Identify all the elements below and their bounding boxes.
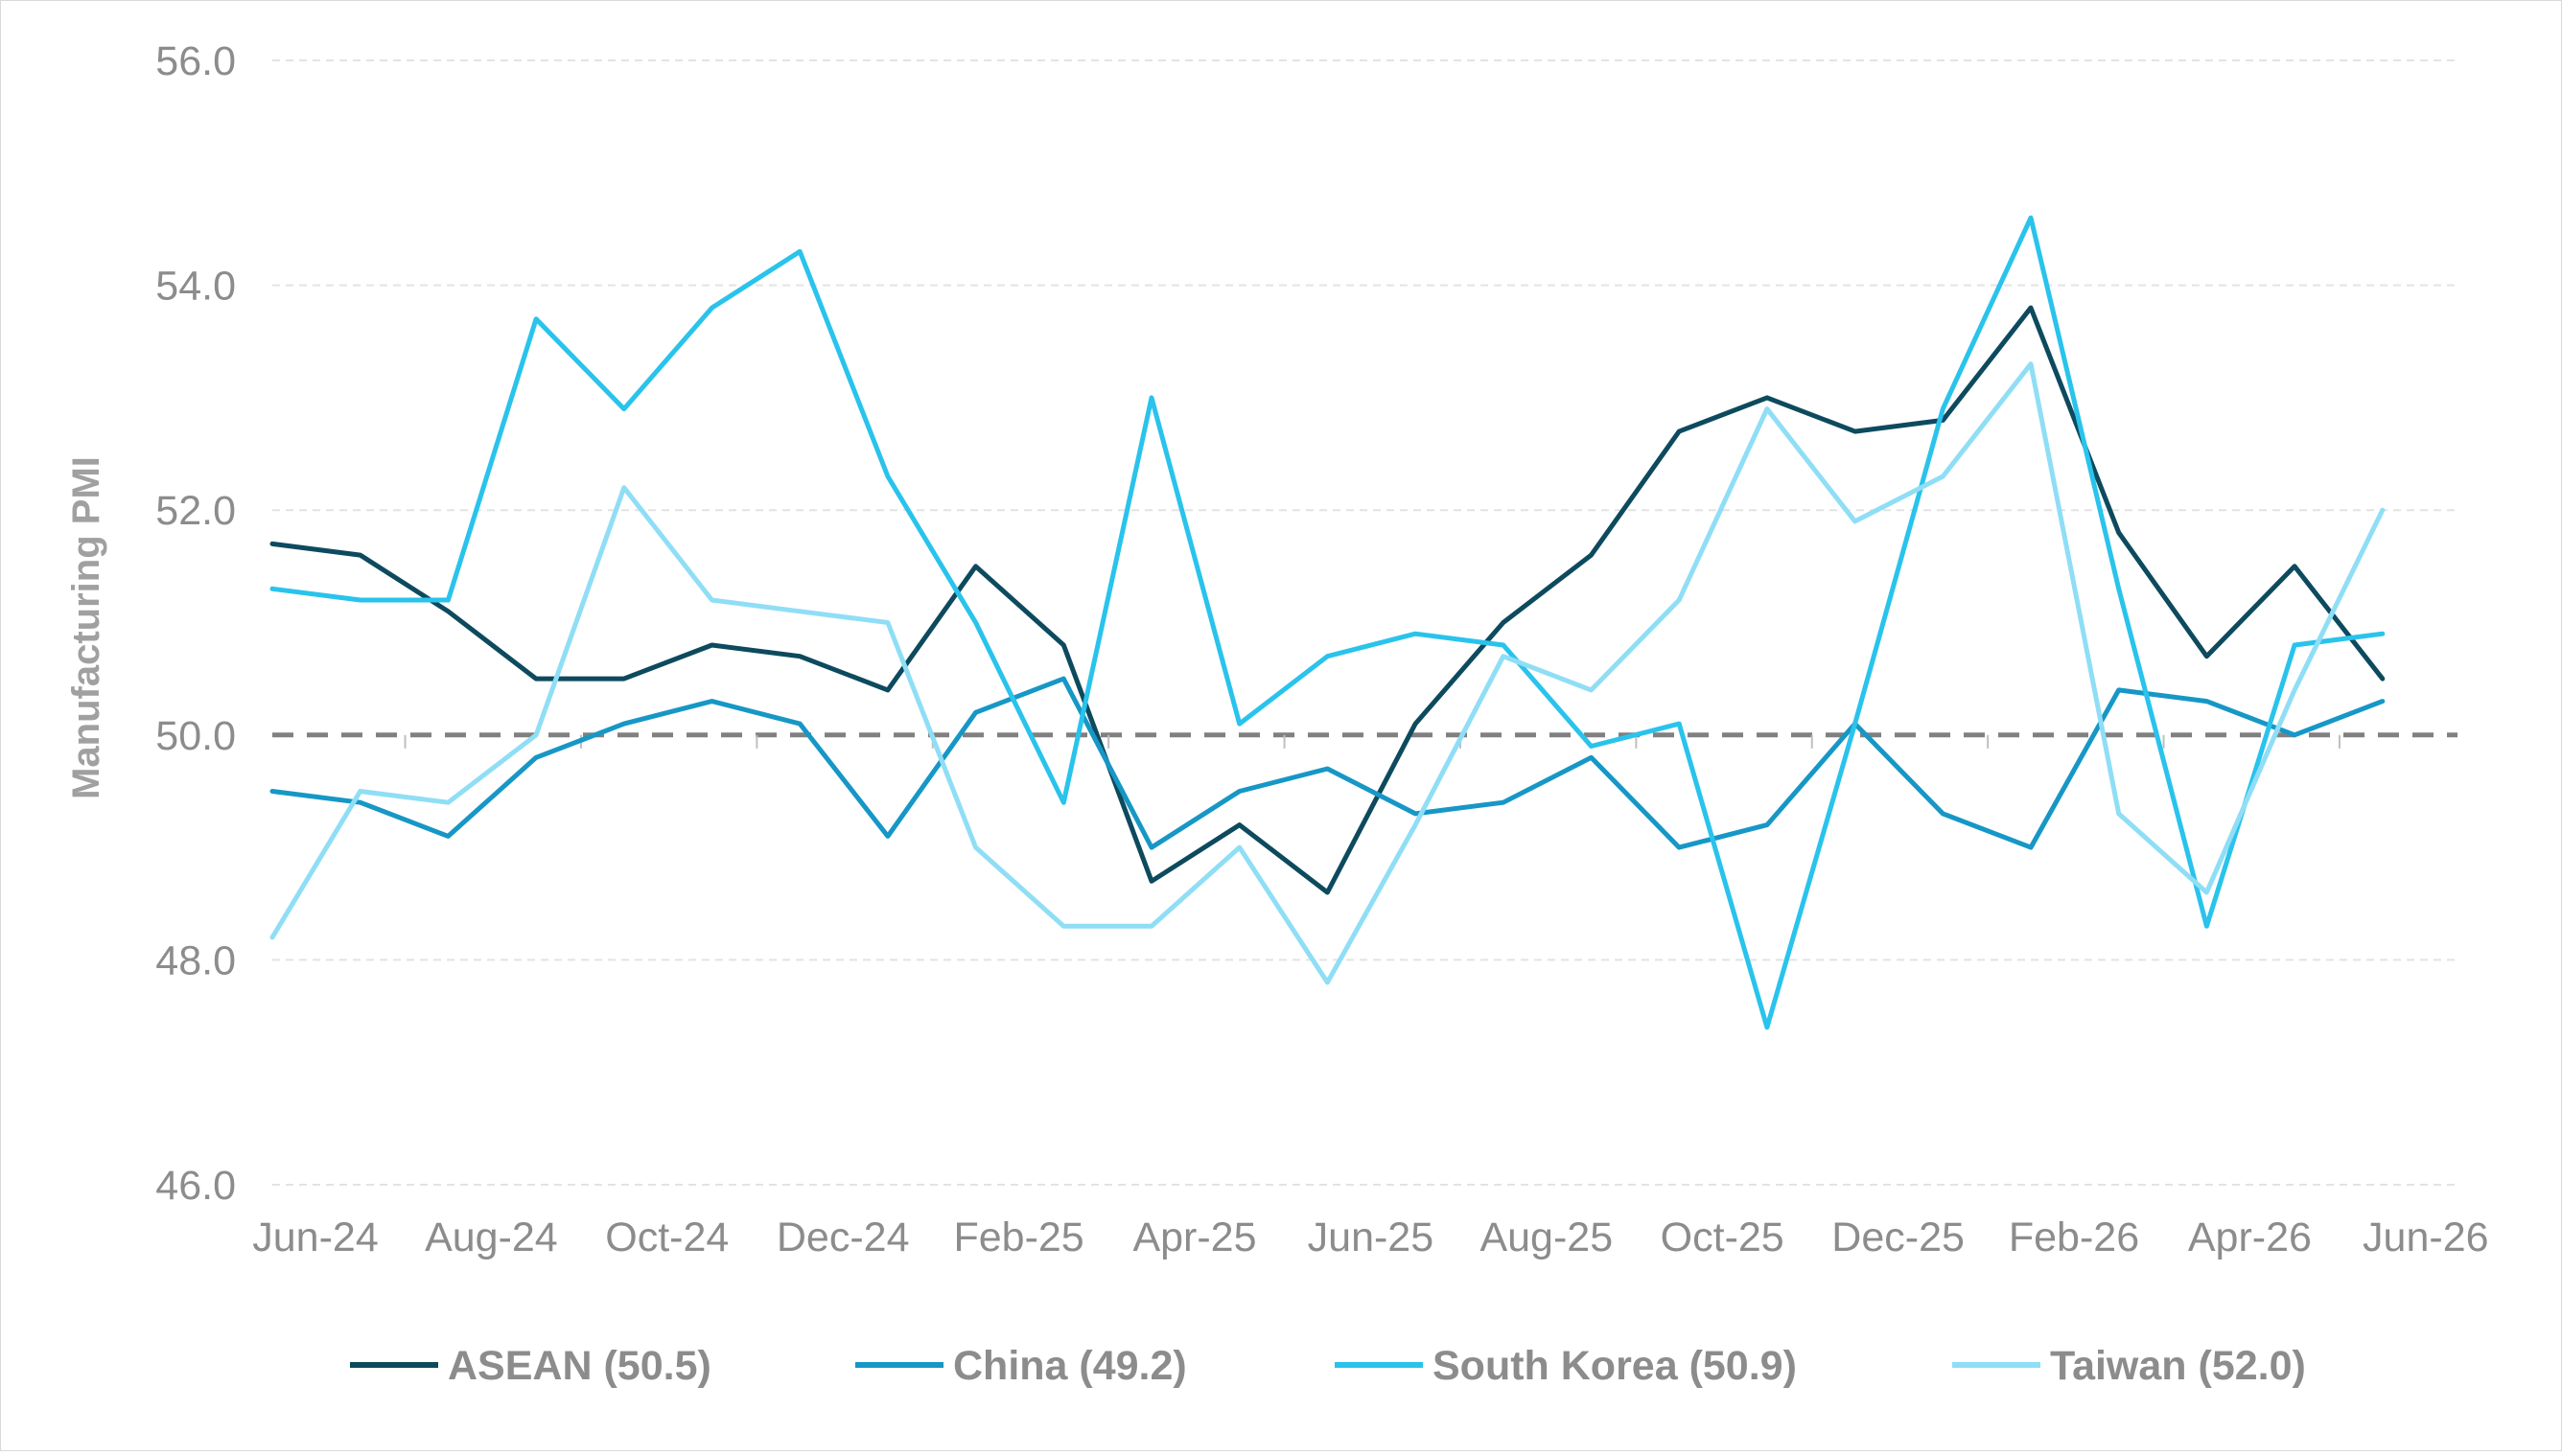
x-tick-label: Apr-26 — [2188, 1214, 2312, 1260]
y-axis-title: Manufacturing PMI — [65, 456, 107, 799]
series-line-0 — [269, 305, 2386, 895]
x-tick-label: Feb-26 — [2009, 1214, 2139, 1260]
y-tick-label: 56.0 — [155, 38, 236, 84]
x-tick-label: Feb-25 — [953, 1214, 1083, 1260]
legend: ASEAN (50.5) China (49.2) South Korea (50.… — [350, 1343, 2306, 1389]
gridlines — [272, 59, 2457, 1186]
legend-label: ASEAN (50.5) — [448, 1343, 711, 1389]
y-tick-label: 46.0 — [155, 1163, 236, 1209]
x-tick-label: Dec-25 — [1831, 1214, 1965, 1260]
x-tick-label: Jun-26 — [2363, 1214, 2488, 1260]
x-axis-ticks: Jun-24 Aug-24 Oct-24 Dec-24 Feb-25 Apr-25 Jun-… — [252, 1214, 2488, 1260]
y-tick-label: 54.0 — [155, 264, 236, 310]
series-layer — [269, 215, 2386, 1030]
y-tick-label: 48.0 — [155, 937, 236, 983]
x-tick-label: Oct-25 — [1661, 1214, 1784, 1260]
x-tick-label: Dec-24 — [777, 1214, 910, 1260]
x-tick-label: Aug-24 — [425, 1214, 558, 1260]
y-tick-label: 52.0 — [155, 488, 236, 534]
y-tick-label: 50.0 — [155, 713, 236, 759]
legend-label: South Korea (50.9) — [1432, 1343, 1797, 1389]
x-tick-label: Jun-25 — [1308, 1214, 1433, 1260]
x-tick-label: Jun-24 — [252, 1214, 378, 1260]
series-line-3 — [269, 361, 2386, 985]
legend-label: Taiwan (52.0) — [2050, 1343, 2306, 1389]
x-tick-label: Apr-25 — [1132, 1214, 1256, 1260]
series-line-2 — [269, 215, 2386, 1030]
y-axis-ticks: 46.0 48.0 50.0 52.0 54.0 56.0 — [155, 38, 236, 1209]
series-line-1 — [269, 676, 2386, 850]
x-tick-label: Aug-25 — [1479, 1214, 1613, 1260]
legend-label: China (49.2) — [953, 1343, 1187, 1389]
x-tick-label: Oct-24 — [605, 1214, 729, 1260]
